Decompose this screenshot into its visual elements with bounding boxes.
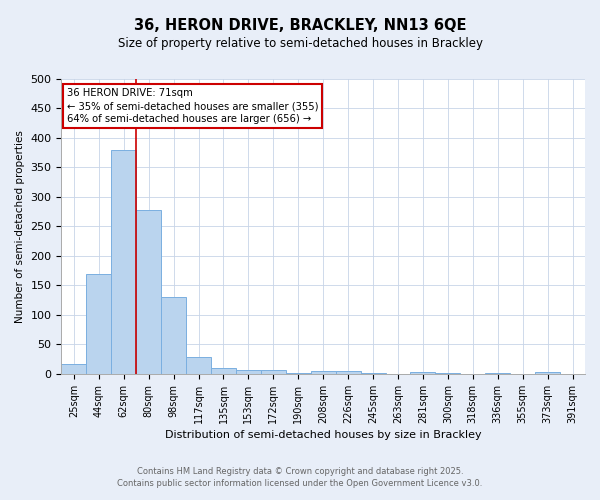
Text: 36, HERON DRIVE, BRACKLEY, NN13 6QE: 36, HERON DRIVE, BRACKLEY, NN13 6QE: [134, 18, 466, 32]
Bar: [335, 371, 361, 374]
Bar: [161, 298, 186, 374]
Text: 36 HERON DRIVE: 71sqm
← 35% of semi-detached houses are smaller (355)
64% of sem: 36 HERON DRIVE: 71sqm ← 35% of semi-deta…: [67, 88, 318, 124]
Bar: [186, 358, 211, 374]
Bar: [61, 364, 86, 374]
Bar: [136, 210, 161, 374]
Y-axis label: Number of semi-detached properties: Number of semi-detached properties: [15, 130, 25, 323]
Bar: [236, 370, 261, 374]
Bar: [535, 372, 560, 374]
Bar: [436, 373, 460, 374]
Text: Contains HM Land Registry data © Crown copyright and database right 2025.
Contai: Contains HM Land Registry data © Crown c…: [118, 466, 482, 487]
Bar: [211, 368, 236, 374]
Bar: [410, 372, 436, 374]
Bar: [261, 370, 286, 374]
Bar: [111, 150, 136, 374]
X-axis label: Distribution of semi-detached houses by size in Brackley: Distribution of semi-detached houses by …: [165, 430, 482, 440]
Bar: [86, 274, 111, 374]
Bar: [311, 371, 335, 374]
Text: Size of property relative to semi-detached houses in Brackley: Size of property relative to semi-detach…: [118, 38, 482, 51]
